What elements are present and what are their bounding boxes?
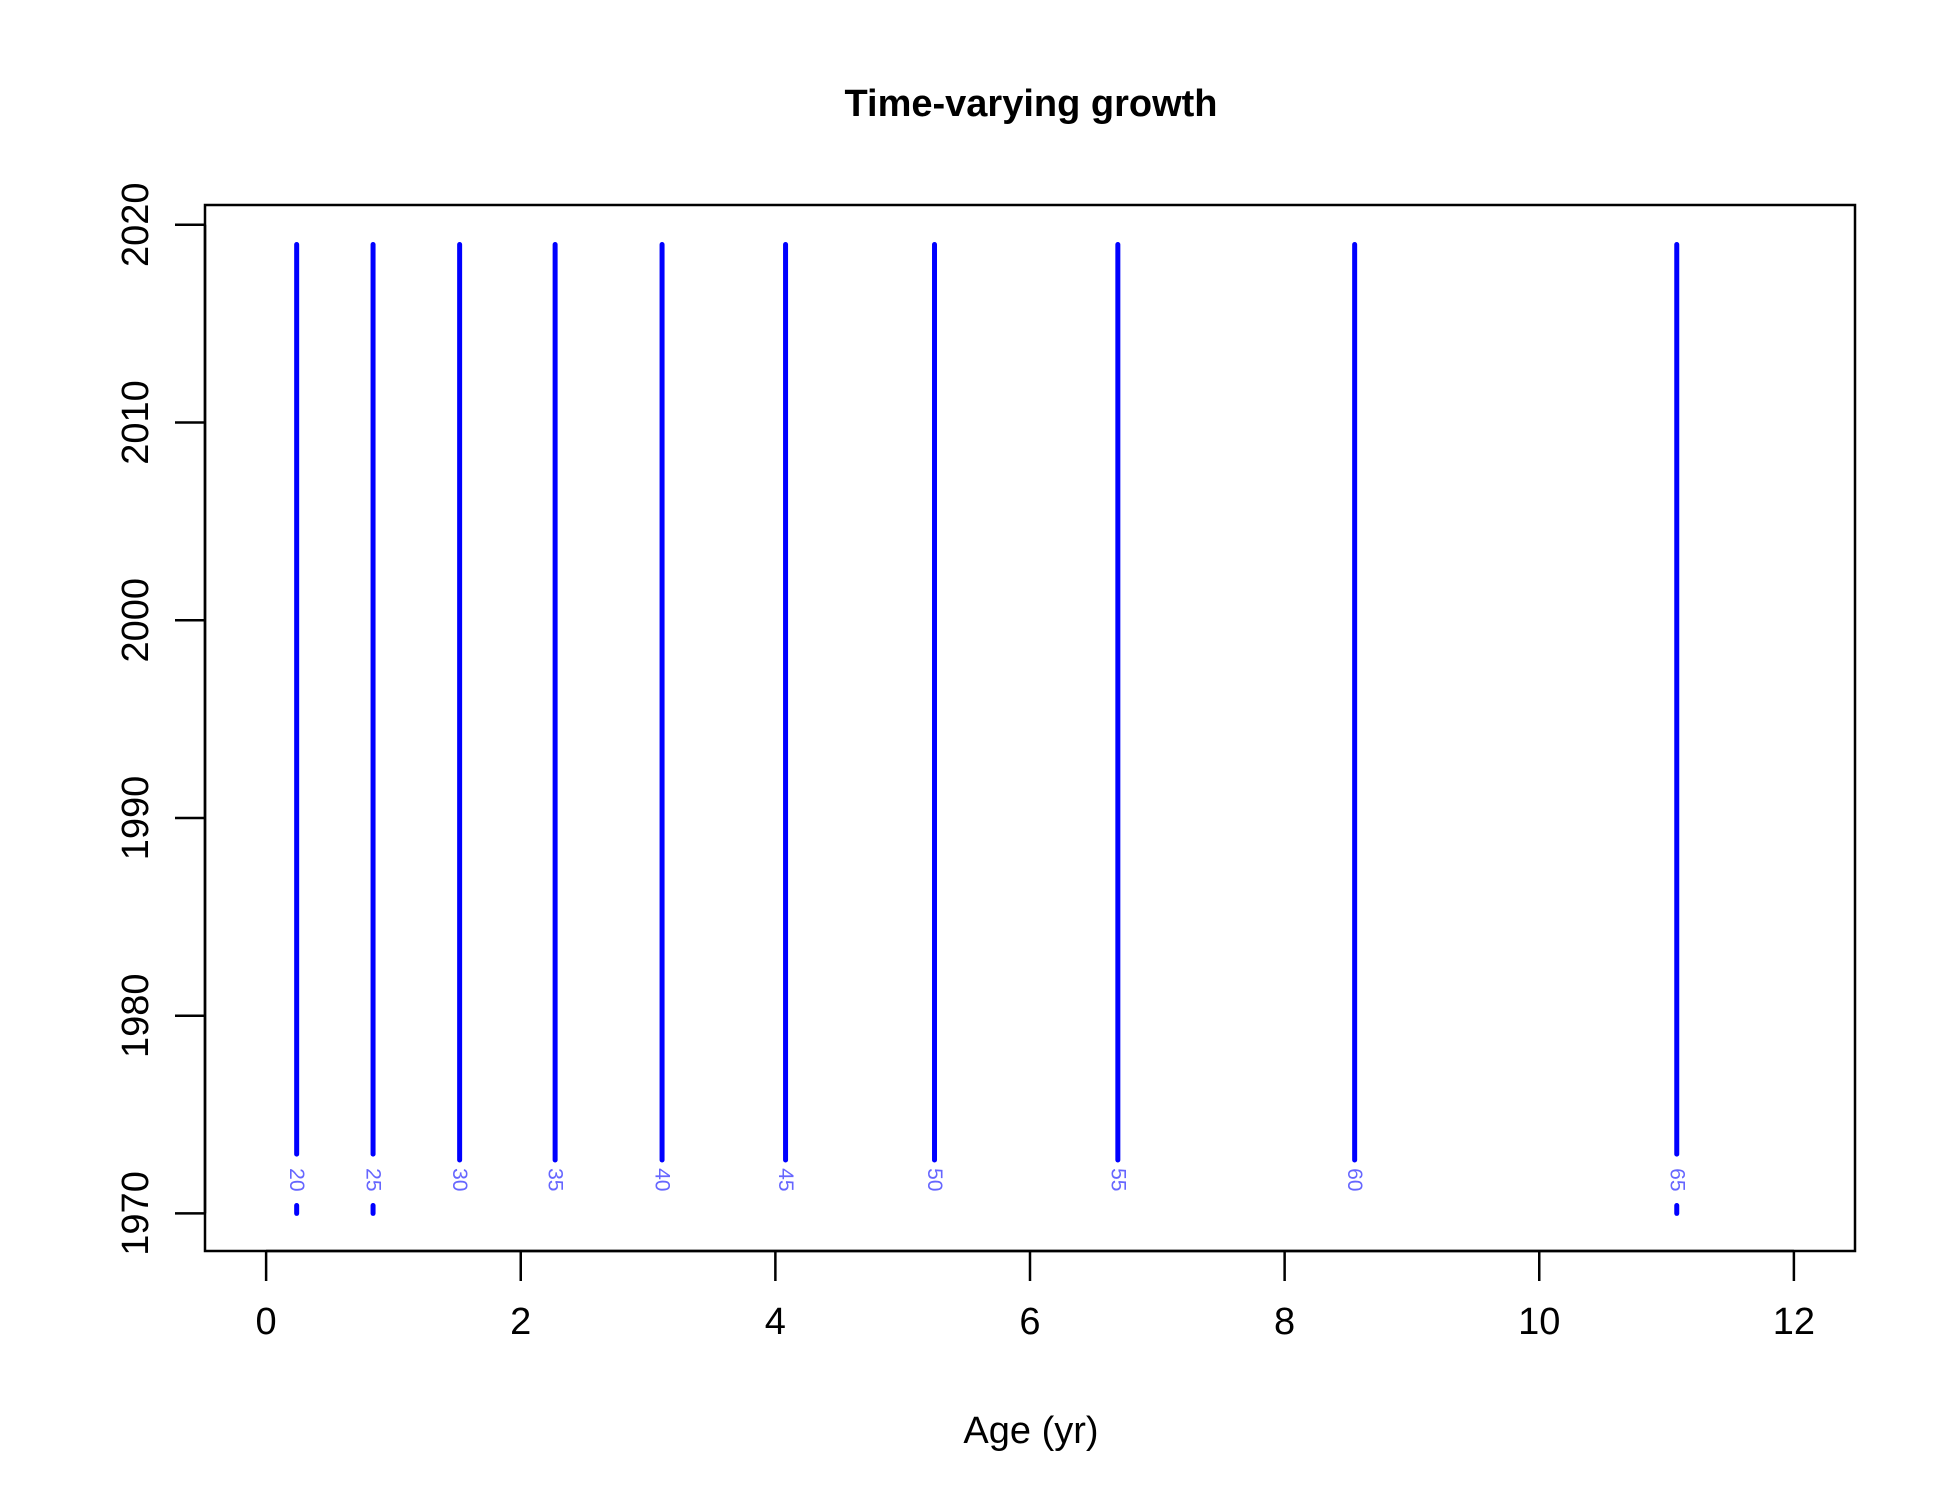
x-tick-label: 6 xyxy=(1019,1301,1040,1343)
chart-title: Time-varying growth xyxy=(844,83,1217,125)
series-label: 30 xyxy=(448,1168,471,1191)
series-label: 55 xyxy=(1106,1168,1129,1191)
y-tick-label: 2020 xyxy=(115,182,157,267)
series-label: 20 xyxy=(285,1168,308,1191)
plot-frame xyxy=(203,203,1857,1253)
series-label: 65 xyxy=(1665,1168,1688,1191)
y-tick-label: 1970 xyxy=(115,1171,157,1256)
x-tick-label: 4 xyxy=(765,1301,786,1343)
y-tick-label: 1990 xyxy=(115,776,157,861)
x-tick-label: 12 xyxy=(1773,1301,1815,1343)
series-label: 45 xyxy=(774,1168,797,1191)
y-tick-label: 1980 xyxy=(115,973,157,1058)
series-label: 50 xyxy=(923,1168,946,1191)
series-label: 25 xyxy=(362,1168,385,1191)
y-tick-label: 2000 xyxy=(115,578,157,663)
series-label: 35 xyxy=(544,1168,567,1191)
series-label: 60 xyxy=(1343,1168,1366,1191)
y-axis: 1970 1980 1990 2000 2010 2020 xyxy=(115,182,207,1256)
x-tick-label: 2 xyxy=(510,1301,531,1343)
x-tick-label: 0 xyxy=(256,1301,277,1343)
series-label: 40 xyxy=(651,1168,674,1191)
x-tick-label: 8 xyxy=(1274,1301,1295,1343)
x-axis-label: Age (yr) xyxy=(963,1410,1098,1452)
x-tick-label: 10 xyxy=(1518,1301,1560,1343)
y-tick-label: 2010 xyxy=(115,380,157,465)
series-layer: 20 25 30 35 40 45 50 55 60 65 xyxy=(285,242,1688,1216)
x-axis: 0 2 4 6 8 10 12 xyxy=(256,1249,1815,1343)
